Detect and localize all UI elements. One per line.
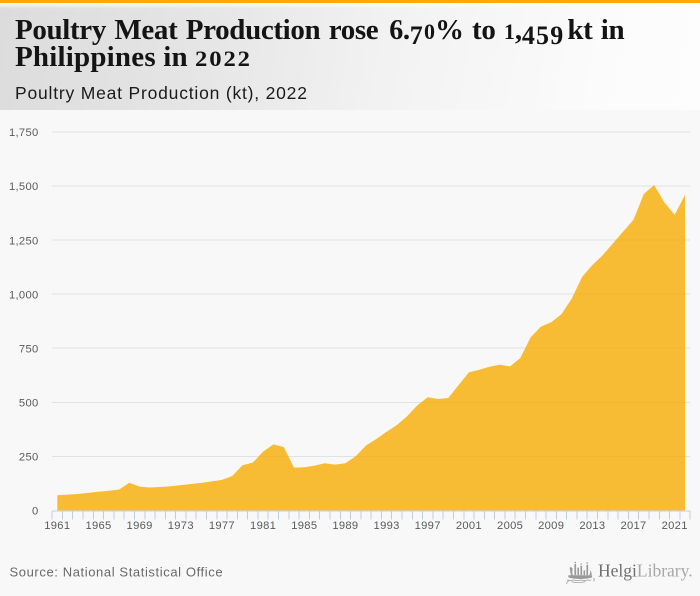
svg-text:1989: 1989	[332, 520, 358, 532]
svg-text:2013: 2013	[579, 520, 605, 532]
svg-text:2021: 2021	[662, 520, 688, 532]
svg-text:1,750: 1,750	[9, 127, 39, 139]
svg-text:1969: 1969	[127, 520, 153, 532]
svg-text:1981: 1981	[250, 520, 276, 532]
svg-text:1993: 1993	[374, 520, 400, 532]
svg-text:HelgiLibrary.: HelgiLibrary.	[598, 561, 693, 581]
svg-text:250: 250	[19, 452, 39, 464]
svg-text:1961: 1961	[44, 520, 70, 532]
svg-text:1,250: 1,250	[9, 235, 39, 247]
svg-text:2005: 2005	[497, 520, 523, 532]
svg-text:2017: 2017	[620, 520, 646, 532]
svg-text:1965: 1965	[85, 520, 111, 532]
svg-text:750: 750	[19, 343, 39, 355]
svg-text:1977: 1977	[209, 520, 235, 532]
svg-text:2009: 2009	[538, 520, 564, 532]
svg-text:1997: 1997	[415, 520, 441, 532]
svg-text:1,500: 1,500	[9, 181, 39, 193]
svg-text:Source: National Statistical O: Source: National Statistical Office	[10, 564, 224, 579]
svg-text:1,000: 1,000	[9, 289, 39, 301]
svg-text:500: 500	[19, 398, 39, 410]
svg-text:1973: 1973	[168, 520, 194, 532]
svg-text:0: 0	[32, 506, 39, 518]
svg-text:1985: 1985	[291, 520, 317, 532]
svg-text:2001: 2001	[456, 520, 482, 532]
